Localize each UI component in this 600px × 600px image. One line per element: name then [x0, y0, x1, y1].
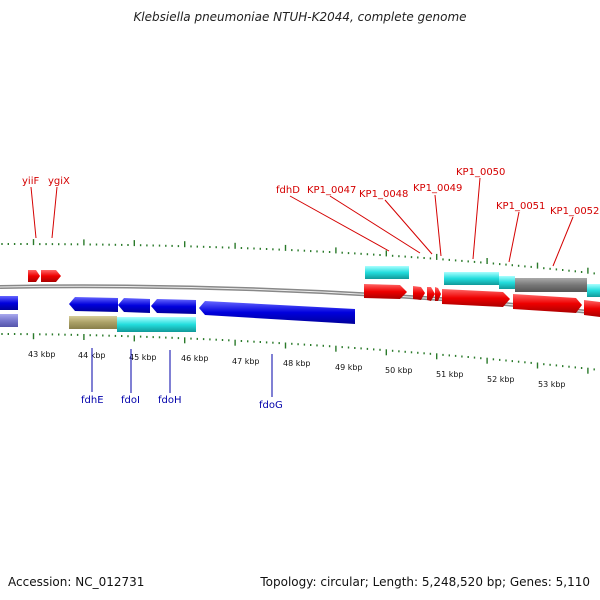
scale-label: 52 kbp	[487, 375, 515, 384]
scale-label: 51 kbp	[436, 370, 464, 379]
gene-label-fdhD[interactable]: fdhD	[276, 185, 300, 196]
feature-slate-left[interactable]	[0, 314, 18, 327]
gene-fdhE-feature[interactable]	[69, 297, 118, 312]
leader-line	[289, 195, 390, 252]
scale-label: 47 kbp	[232, 357, 260, 366]
leader-line	[329, 195, 421, 254]
gene-KP1_0048-feature[interactable]	[427, 287, 435, 301]
upper-tick-row	[1, 239, 595, 275]
gene-KP1_0047-feature[interactable]	[413, 286, 425, 300]
gene-label-yiiF[interactable]: yiiF	[22, 176, 39, 187]
feature-cyan-top-4[interactable]	[587, 284, 600, 297]
map-title: Klebsiella pneumoniae NTUH-K2044, comple…	[133, 10, 467, 24]
feature-blue-left[interactable]	[0, 296, 18, 310]
feature-cyan-bottom[interactable]	[117, 317, 196, 332]
scale-label: 50 kbp	[385, 366, 413, 375]
gene-label-fdoG[interactable]: fdoG	[259, 400, 283, 411]
feature-cyan-top-2[interactable]	[444, 272, 499, 285]
leader-line	[508, 211, 520, 263]
feature-cyan-top-1[interactable]	[365, 266, 409, 279]
lower-tick-row	[1, 333, 595, 374]
gene-label-KP1_0049[interactable]: KP1_0049	[413, 183, 462, 194]
leader-line	[51, 186, 58, 239]
gene-label-ygiX[interactable]: ygiX	[48, 176, 70, 187]
gene-fdhD-feature[interactable]	[364, 284, 407, 299]
gene-label-KP1_0048[interactable]: KP1_0048	[359, 189, 408, 200]
gene-label-KP1_0051[interactable]: KP1_0051	[496, 201, 545, 212]
gene-KP1_0052-feature[interactable]	[584, 300, 600, 317]
feature-red-small-2[interactable]	[41, 270, 61, 282]
scale-label: 49 kbp	[335, 363, 363, 372]
lower-gene-leaders	[91, 348, 273, 397]
scale-label: 45 kbp	[129, 353, 157, 362]
gene-label-KP1_0052[interactable]: KP1_0052	[550, 206, 599, 217]
leader-line	[384, 199, 433, 255]
scale-labels: 43 kbp 44 kbp 45 kbp 46 kbp 47 kbp 48 kb…	[28, 350, 566, 389]
feature-cyan-top-3[interactable]	[499, 276, 515, 289]
leader-line	[472, 177, 481, 260]
gene-label-KP1_0050[interactable]: KP1_0050	[456, 167, 505, 178]
upper-gene-label-texts: yiiF ygiX fdhD KP1_0047 KP1_0048 KP1_004…	[22, 167, 599, 217]
accession-label: Accession: NC_012731	[8, 575, 145, 589]
scale-label: 43 kbp	[28, 350, 56, 359]
leader-line	[434, 194, 442, 257]
gene-KP1_0051-feature[interactable]	[513, 294, 582, 313]
scale-label: 48 kbp	[283, 359, 311, 368]
leader-line	[552, 216, 574, 267]
gene-fdoH-feature[interactable]	[151, 299, 196, 314]
feature-red-small-1[interactable]	[28, 270, 40, 282]
lower-gene-label-texts: fdhE fdoI fdoH fdoG	[81, 395, 283, 411]
leader-line	[30, 186, 37, 239]
feature-gray-top[interactable]	[515, 278, 587, 292]
scale-label: 46 kbp	[181, 354, 209, 363]
gene-fdoG-feature[interactable]	[199, 301, 355, 324]
gene-label-fdoH[interactable]: fdoH	[158, 395, 182, 406]
scale-label: 53 kbp	[538, 380, 566, 389]
gene-KP1_0049-feature[interactable]	[435, 287, 441, 301]
genome-summary: Topology: circular; Length: 5,248,520 bp…	[260, 575, 590, 589]
gene-label-fdhE[interactable]: fdhE	[81, 395, 104, 406]
gene-label-KP1_0047[interactable]: KP1_0047	[307, 185, 356, 196]
gene-KP1_0050-feature[interactable]	[442, 289, 510, 307]
feature-khaki[interactable]	[69, 316, 117, 329]
gene-fdoI-feature[interactable]	[118, 298, 150, 313]
gene-label-fdoI[interactable]: fdoI	[121, 395, 140, 406]
upper-gene-labels	[30, 177, 574, 267]
